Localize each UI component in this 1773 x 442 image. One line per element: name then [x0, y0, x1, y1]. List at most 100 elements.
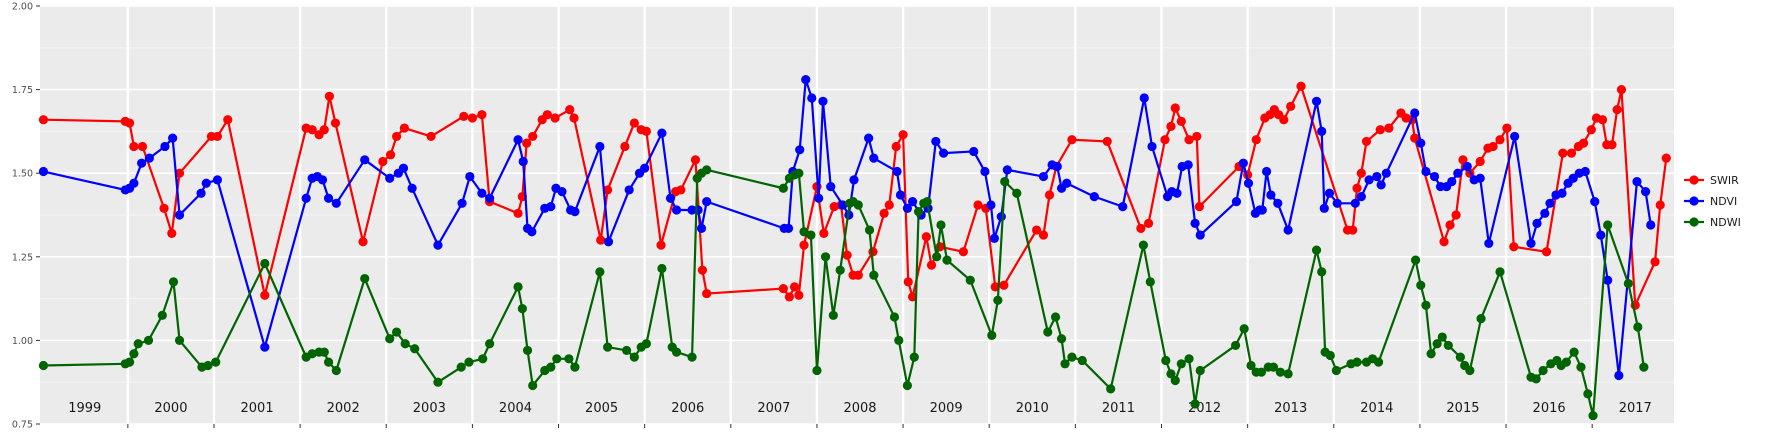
ndwi-point — [400, 339, 410, 349]
swir-point — [999, 280, 1009, 290]
swir-point — [174, 168, 185, 178]
ndwi-point — [1416, 280, 1426, 290]
ndwi-point — [1176, 359, 1186, 369]
ndwi-point — [1000, 176, 1010, 187]
swir-point — [1044, 190, 1055, 200]
ndvi-point — [1283, 225, 1293, 235]
swir-point — [167, 228, 177, 238]
year-label: 2010 — [1016, 401, 1049, 416]
ndwi-point — [942, 255, 952, 265]
ndvi-point — [457, 198, 467, 208]
ndvi-point — [1381, 168, 1391, 178]
ndwi-point — [629, 352, 639, 362]
year-label: 1999 — [68, 401, 101, 416]
swir-point — [1279, 115, 1289, 125]
ndvi-point — [1640, 186, 1651, 197]
ndvi-point — [433, 240, 443, 250]
ndwi-point — [1317, 267, 1327, 277]
swir-point — [565, 105, 575, 115]
ndvi-point — [1243, 178, 1254, 188]
ndvi-point — [1195, 230, 1205, 240]
ndvi-point — [465, 171, 475, 182]
ndwi-point — [1060, 359, 1070, 369]
swir-point — [629, 118, 639, 128]
swir-point — [378, 156, 388, 167]
ndwi-point — [570, 362, 580, 372]
ndvi-point — [801, 74, 811, 85]
swir-point — [307, 125, 317, 135]
swir-point — [1194, 202, 1204, 212]
swir-point — [676, 185, 686, 195]
ndvi-point — [814, 193, 824, 203]
ndwi-point — [864, 225, 875, 235]
swir-point — [477, 110, 487, 120]
ndvi-point — [1332, 198, 1342, 208]
ndvi-point — [1447, 176, 1457, 187]
swir-point — [903, 277, 913, 287]
ndvi-point — [1172, 188, 1182, 198]
ndwi-point — [129, 349, 139, 359]
legend-item-ndvi: NDVI — [1684, 195, 1737, 208]
ndwi-point — [485, 339, 495, 349]
ndvi-point — [407, 183, 417, 193]
ndvi-point — [1038, 171, 1049, 182]
ndvi-point — [331, 198, 341, 208]
ndwi-point — [517, 304, 527, 314]
ndvi-point — [1557, 188, 1567, 198]
swir-point — [884, 200, 894, 210]
ndwi-point — [889, 312, 900, 322]
legend-label: NDVI — [1710, 195, 1737, 208]
ndvi-point — [640, 163, 650, 173]
swir-point — [1655, 200, 1665, 210]
ndwi-point — [1633, 322, 1643, 332]
swir-point — [853, 270, 863, 280]
ndvi-point — [1429, 171, 1440, 182]
ndwi-point — [1437, 332, 1447, 342]
swir-point — [1352, 183, 1362, 193]
ndwi-point — [987, 330, 997, 340]
ndwi-point — [1373, 357, 1384, 367]
ndvi-point — [1183, 160, 1193, 170]
legend-item-swir: SWIR — [1684, 174, 1739, 187]
ndvi-point — [696, 223, 707, 233]
ndvi-point — [360, 155, 370, 165]
ndvi-point — [1646, 220, 1656, 230]
ndvi-point — [1526, 238, 1536, 249]
swir-point — [1356, 168, 1366, 178]
ndwi-point — [1050, 312, 1061, 322]
legend-key-point — [1689, 217, 1699, 227]
ndvi-point — [1484, 238, 1494, 249]
swir-point — [778, 283, 788, 294]
ndvi-point — [665, 193, 676, 203]
swir-point — [1375, 125, 1385, 135]
ndvi-point — [603, 237, 614, 247]
ndvi-point — [1590, 197, 1600, 207]
swir-point — [1509, 242, 1519, 252]
ndwi-point — [1161, 355, 1171, 366]
y-tick-label: 2.00 — [12, 2, 33, 13]
ndvi-point — [1062, 178, 1072, 188]
ndwi-point — [603, 342, 613, 352]
ndwi-point — [360, 273, 370, 284]
swir-point — [550, 113, 560, 123]
swir-point — [879, 208, 889, 218]
ndvi-point — [1416, 138, 1426, 148]
ndwi-point — [894, 335, 904, 345]
year-label: 2007 — [757, 401, 790, 416]
ndvi-point — [129, 178, 139, 188]
ndvi-point — [1372, 171, 1382, 182]
ndwi-point — [1569, 347, 1579, 357]
ndvi-point — [1421, 166, 1431, 177]
ndwi-point — [1256, 367, 1267, 377]
ndwi-point — [546, 362, 556, 372]
y-tick-label: 0.75 — [12, 420, 33, 431]
ndwi-point — [1576, 362, 1586, 372]
swir-point — [399, 123, 409, 133]
ndwi-point — [965, 275, 975, 285]
ndvi-point — [212, 175, 223, 185]
ndvi-point — [1324, 188, 1335, 198]
swir-point — [1445, 220, 1455, 230]
ndwi-point — [1331, 365, 1341, 376]
swir-point — [1586, 125, 1596, 135]
ndvi-point — [1376, 180, 1386, 190]
